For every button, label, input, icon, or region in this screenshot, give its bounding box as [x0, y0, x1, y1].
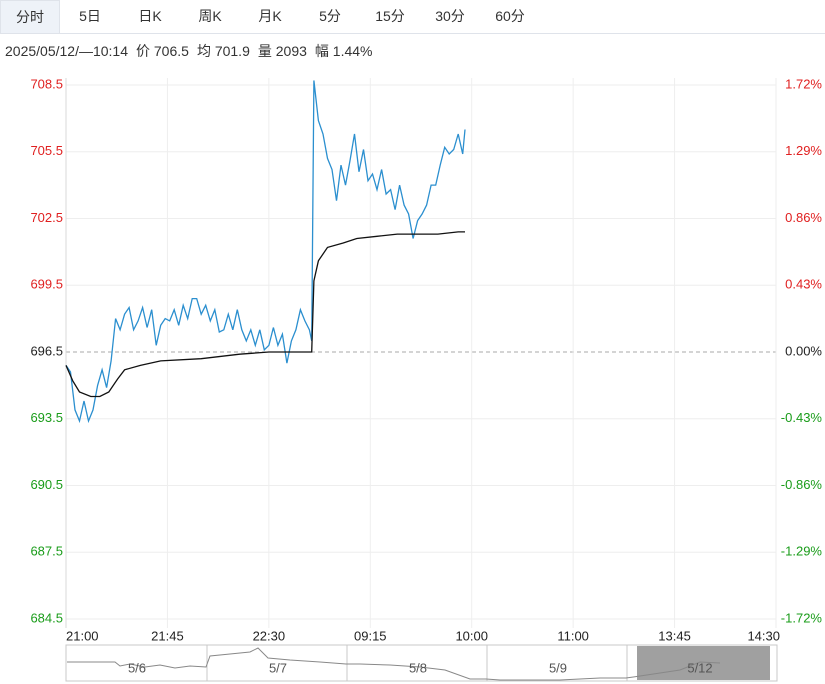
price-line	[65, 80, 466, 424]
x-tick-label: 21:00	[66, 628, 99, 643]
tab[interactable]: 60分	[495, 8, 525, 24]
x-tick-label: 11:00	[557, 628, 589, 643]
info-item: 价 706.5	[136, 43, 189, 59]
info-item: 量 2093	[257, 43, 307, 59]
y-tick-label: 687.5	[30, 544, 63, 559]
y2-tick-label: 1.29%	[785, 143, 822, 158]
y2-tick-label: -0.86%	[781, 477, 823, 492]
tab[interactable]: 月K	[258, 8, 282, 24]
y2-tick-label: 1.72%	[785, 76, 822, 91]
y-tick-label: 696.5	[30, 343, 63, 358]
y-tick-label: 693.5	[30, 410, 63, 425]
y-tick-label: 708.5	[30, 76, 63, 91]
tab[interactable]: 5日	[79, 8, 101, 24]
x-tick-label: 22:30	[253, 628, 286, 643]
tab[interactable]: 15分	[375, 8, 405, 24]
info-line: 2025/05/12/—10:14 价 706.5 均 701.9 量 2093 幅 1…	[5, 41, 381, 61]
y2-tick-label: 0.86%	[785, 210, 822, 225]
x-tick-label: 21:45	[151, 628, 184, 643]
navigator-date: 5/8	[409, 660, 427, 675]
y2-tick-label: 0.00%	[785, 343, 822, 358]
navigator-date: 5/9	[549, 660, 567, 675]
navigator	[65, 644, 778, 682]
info-item: 均 701.9	[196, 43, 250, 59]
info-item: 2025/05/12/—10:14	[5, 43, 128, 59]
tab[interactable]: 30分	[435, 8, 465, 24]
x-tick-label: 10:00	[455, 628, 488, 643]
y-tick-label: 684.5	[30, 610, 63, 625]
tab[interactable]: 分时	[0, 0, 60, 33]
y-tick-label: 702.5	[30, 210, 63, 225]
y-tick-label: 699.5	[30, 277, 63, 292]
y2-tick-label: -1.72%	[781, 610, 823, 625]
x-tick-label: 14:30	[747, 628, 780, 643]
tab[interactable]: 日K	[138, 8, 162, 24]
grid	[65, 78, 777, 628]
y2-tick-label: 0.43%	[785, 277, 822, 292]
x-tick-label: 09:15	[354, 628, 387, 643]
y2-tick-label: -0.43%	[781, 410, 823, 425]
navigator-date: 5/12	[687, 660, 712, 675]
info-item: 幅 1.44%	[314, 43, 373, 59]
tab[interactable]: 周K	[198, 8, 222, 24]
y2-tick-label: -1.29%	[781, 544, 823, 559]
tab[interactable]: 5分	[319, 8, 341, 24]
y-tick-label: 690.5	[30, 477, 63, 492]
navigator-sparkline	[67, 647, 721, 681]
navigator-date: 5/6	[128, 660, 146, 675]
navigator-date: 5/7	[269, 660, 287, 675]
price-line	[65, 231, 465, 398]
x-tick-label: 13:45	[658, 628, 691, 643]
navigator-window[interactable]	[637, 646, 770, 680]
tab-bar: 分时 5日 日K 周K 月K 5分 15分 30分 60分	[0, 0, 825, 34]
y-tick-label: 705.5	[30, 143, 63, 158]
